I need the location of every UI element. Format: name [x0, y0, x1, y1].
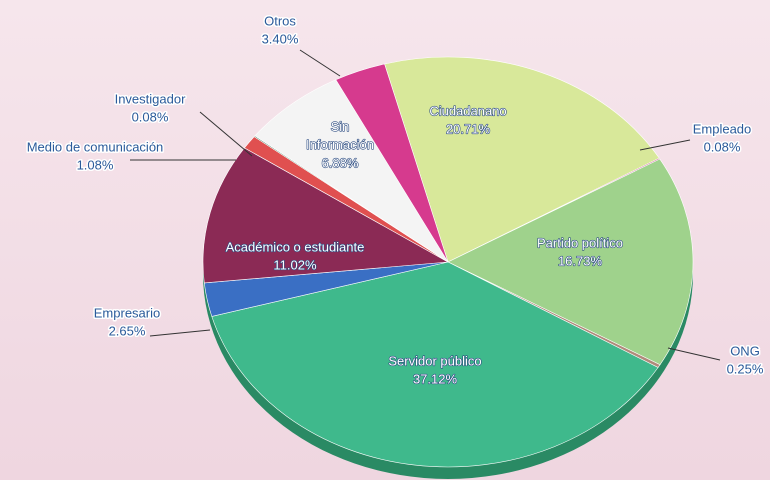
slice-value-label: 16.73%: [558, 253, 603, 268]
slice-label: Empleado: [693, 121, 752, 136]
pie-slice: [202, 147, 449, 284]
leader-line: [199, 111, 253, 157]
leader-line: [639, 139, 691, 151]
slice-label: Partido político: [537, 235, 623, 250]
slice-label: ONG: [730, 343, 760, 358]
slice-value-label: 0.08%: [704, 139, 741, 154]
slice-value-label: 0.08%: [132, 109, 169, 124]
slice-label: Otros: [264, 13, 296, 28]
slice-value-label: 2.65%: [109, 323, 146, 338]
labels: Ciudadanano 20.71% Empleado 0.08% Partido po…: [25, 12, 765, 387]
slice-value-label: 3.40%: [262, 31, 299, 46]
pie-slice: [447, 158, 694, 366]
pie-slice: [254, 79, 449, 263]
slice-value-label: 11.02%: [273, 257, 317, 272]
pie-slice: [384, 56, 660, 263]
pie-slice: [335, 63, 449, 263]
slice-value-label: 37.12%: [413, 371, 458, 386]
slice-label: Académico o estudiante: [226, 239, 365, 254]
slice-label: Medio de comunicación: [27, 139, 164, 154]
slice-value-label: 6.88%: [322, 155, 359, 170]
slice-value-label: 20.71%: [446, 121, 491, 136]
slice-value-label: 0.25%: [727, 361, 764, 376]
leader-line: [667, 347, 721, 361]
slice-value-label: 1.08%: [77, 157, 114, 172]
slice-label: Servidor público: [388, 353, 481, 368]
slices: [202, 56, 694, 468]
slice-label: Investigador: [115, 91, 186, 106]
leader-line: [299, 49, 341, 77]
leader-line: [149, 329, 211, 337]
slice-label: Sin Información: [306, 119, 374, 152]
pie-slice: [211, 261, 659, 468]
slice-label: Ciudadanano: [429, 103, 506, 118]
slice-label: Empresario: [94, 305, 160, 320]
